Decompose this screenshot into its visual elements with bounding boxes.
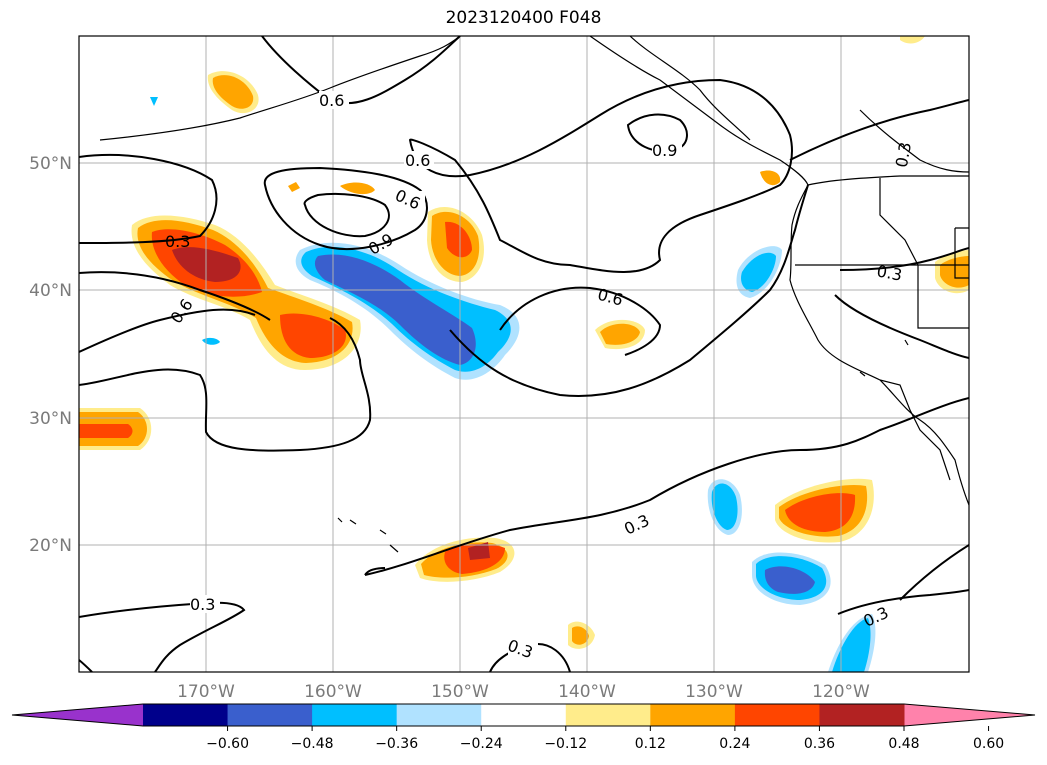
positive-anomaly-140w-core [600,323,640,345]
contour-label: 0.3 [875,262,903,285]
positive-anomaly-west-inner2 [280,313,346,358]
colorbar-segment [481,704,567,726]
contour-0.3-s [364,567,386,576]
positive-anomaly-ne-corner [900,36,925,44]
negative-anomaly-central-inner [314,254,476,365]
colorbar: −0.60 −0.48 −0.36 −0.24 −0.12 0.12 0.24 0.36 0.4… [11,703,1036,752]
positive-anomaly-hawaii-core [468,542,490,560]
lon-label-120w: 120°W [812,682,870,702]
lat-label-30n: 30°N [29,409,72,429]
colorbar-tick-label: 0.24 [719,736,750,752]
negative-anomaly-se-core [832,618,871,672]
contour-0.3-subtropics [364,397,969,576]
positive-anomaly-coast [760,170,781,186]
lon-label-140w: 140°W [558,682,616,702]
contour-label: 0.6 [405,151,430,170]
coastlines [99,36,969,553]
colorbar-segment [819,704,905,726]
contour-0.3-west [79,317,372,452]
contour-lines [79,36,969,672]
contour-label: 0.6 [319,91,344,110]
contour-0.6-mid [79,154,218,244]
contour-label: 0.3 [165,232,190,251]
contour-0.3-sw [79,601,246,672]
negative-anomaly-west-coast-core [741,252,776,292]
negative-anomaly-20n-core [764,566,815,594]
lon-label-160w: 160°W [304,682,362,702]
colorbar-tick-label: 0.60 [973,736,1004,752]
lon-label-150w: 150°W [431,682,489,702]
colorbar-outline [11,703,1036,727]
contour-labels: 0.6 0.6 0.9 0.3 0.6 0.6 0.9 0.3 0.6 0.3 … [165,91,915,662]
colorbar-extend-low [12,704,143,726]
contour-0.3-se1 [834,294,969,359]
positive-anomaly-west-30n-core [79,424,133,438]
contour-0.9-loop [303,192,390,238]
colorbar-segment [396,704,482,726]
contour-0.3-central [449,184,809,397]
colorbar-tick-label: −0.60 [206,736,249,752]
contour-label: 0.3 [892,141,915,169]
contour-0.3-se2 [899,544,969,601]
positive-anomaly-aleutian-core [212,75,254,109]
longitude-labels: 170°W 160°W 150°W 140°W 130°W 120°W [177,682,870,702]
contour-label: 0.3 [190,595,215,614]
positive-anomaly-small-south-core [572,626,589,645]
contour-label: 0.9 [652,141,677,160]
map-title: 2023120400 F048 [445,8,602,28]
lat-label-50n: 50°N [29,154,72,174]
colorbar-tick-label: −0.48 [291,736,334,752]
positive-anomaly-150w-core [445,221,472,258]
plot-background [79,36,969,672]
contour-0.6-east [499,286,662,356]
contour-0.6-north [261,36,461,105]
contour-0.9-small [626,113,688,153]
positive-anomaly-tiny [288,182,300,192]
lat-label-20n: 20°N [29,536,72,556]
colorbar-segment [734,704,820,726]
contour-0.3-south [79,271,271,321]
contour-0.3-se3 [837,589,969,615]
latitude-labels: 50°N 40°N 30°N 20°N [29,154,72,556]
colorbar-segment [143,704,229,726]
colorbar-segment [565,704,651,726]
colorbar-segment [312,704,398,726]
lon-label-170w: 170°W [177,682,235,702]
negative-anomaly-tiny-west [150,97,158,106]
plot-frame [78,35,970,673]
graticule [79,36,969,672]
contour-0.3-ne [789,99,969,161]
positive-anomaly-baja-core [785,493,856,532]
colorbar-segment [227,704,313,726]
lon-label-130w: 130°W [685,682,743,702]
negative-anomaly-25n-core [711,483,738,530]
positive-anomaly-small-48n [340,182,375,195]
colorbar-extend-high [904,704,1035,726]
colorbar-tick-label: −0.12 [544,736,587,752]
colorbar-tick-label: −0.24 [460,736,503,752]
colorbar-tick-label: 0.36 [804,736,835,752]
colorbar-tick-label: −0.36 [375,736,418,752]
shaded-anomalies [79,36,969,672]
colorbar-segment [650,704,736,726]
colorbar-tick-label: 0.12 [635,736,666,752]
lat-label-40n: 40°N [29,281,72,301]
colorbar-tick-label: 0.48 [888,736,919,752]
contour-0.3-coast [839,247,969,271]
contour-0.6-west [79,308,256,353]
contour-0.6-loop [263,166,428,251]
contour-0.6-bigloop [408,78,793,273]
